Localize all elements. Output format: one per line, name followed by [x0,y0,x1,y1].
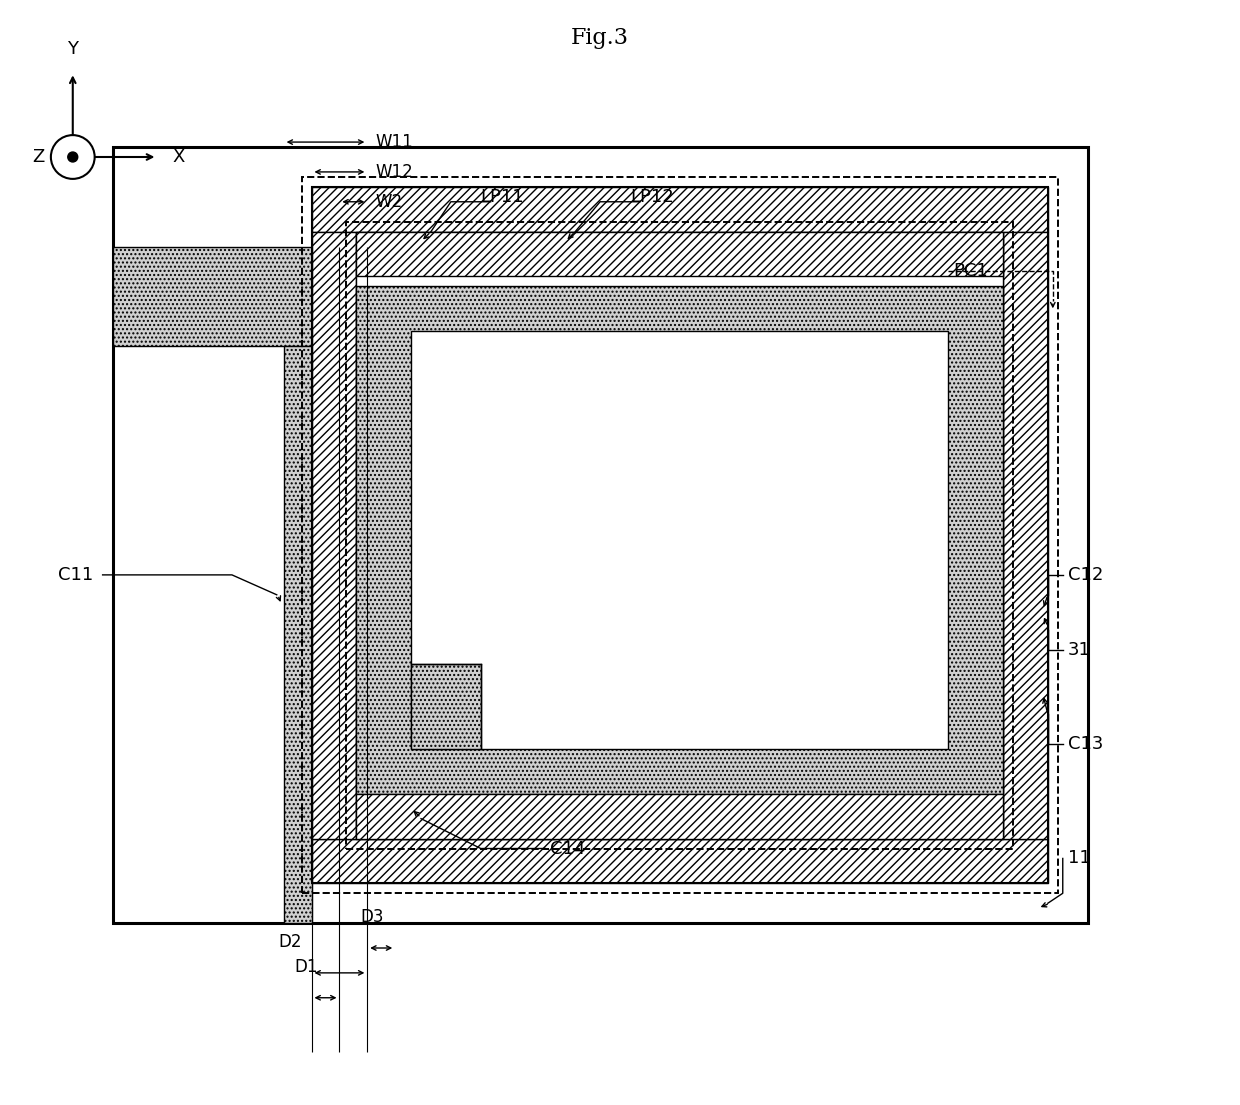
Text: D2: D2 [278,933,301,951]
Bar [410,664,481,749]
Text: X: X [172,148,185,166]
Bar [1003,232,1048,839]
Text: Z: Z [32,148,45,166]
Text: Y: Y [67,40,78,57]
Bar [284,346,311,923]
Text: D3: D3 [361,908,384,926]
Text: W12: W12 [376,162,413,181]
Circle shape [68,152,78,162]
Bar [311,187,1048,232]
Bar [311,232,356,839]
Text: LP11: LP11 [481,188,525,206]
Text: C12: C12 [1068,566,1104,583]
Bar [311,187,1048,883]
Text: LP12: LP12 [630,188,673,206]
Circle shape [51,135,94,179]
Text: C13: C13 [1068,735,1104,753]
Text: Fig.3: Fig.3 [572,27,629,49]
Bar [113,147,1087,923]
Text: W2: W2 [376,192,402,211]
Bar [311,839,1048,883]
Text: 31: 31 [1068,641,1091,659]
Text: C11: C11 [58,566,93,583]
Text: D1: D1 [295,958,319,976]
Bar [356,793,1003,839]
Text: W11: W11 [376,133,413,151]
Bar [113,246,321,346]
Bar [346,222,1013,849]
Text: PC1: PC1 [954,262,988,281]
Text: 11: 11 [1068,850,1090,867]
Bar [356,232,1003,839]
Bar [410,332,949,749]
Bar [356,232,1003,276]
Bar [301,177,1058,893]
Text: C14: C14 [551,840,585,857]
Bar [356,286,1003,793]
